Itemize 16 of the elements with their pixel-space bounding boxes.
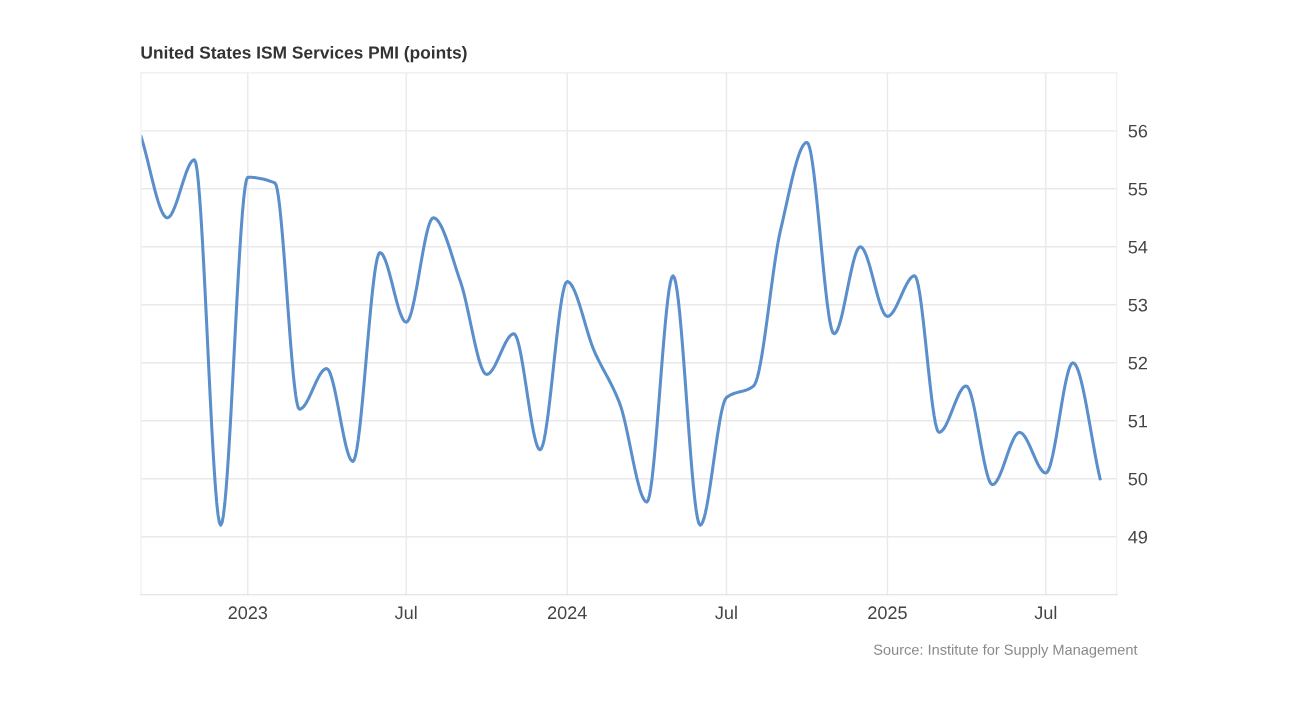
source-note: Source: Institute for Supply Management xyxy=(873,644,1138,658)
x-tick-label: 2024 xyxy=(548,606,587,620)
y-tick-label: 56 xyxy=(1128,124,1148,138)
y-tick-label: 51 xyxy=(1128,414,1148,428)
y-tick-label: 53 xyxy=(1128,298,1148,312)
chart-title: United States ISM Services PMI (points) xyxy=(141,45,467,63)
y-tick-label: 49 xyxy=(1128,530,1148,544)
x-tick-label: 2025 xyxy=(868,606,907,620)
x-tick-label: 2023 xyxy=(228,606,268,620)
x-tick-label: Jul xyxy=(1034,605,1057,620)
x-tick-label: Jul xyxy=(394,605,417,620)
x-tick-label: Jul xyxy=(715,605,737,620)
y-tick-label: 52 xyxy=(1128,356,1147,370)
y-tick-label: 54 xyxy=(1128,240,1148,254)
y-tick-label: 50 xyxy=(1128,472,1148,486)
y-tick-label: 55 xyxy=(1128,182,1148,196)
